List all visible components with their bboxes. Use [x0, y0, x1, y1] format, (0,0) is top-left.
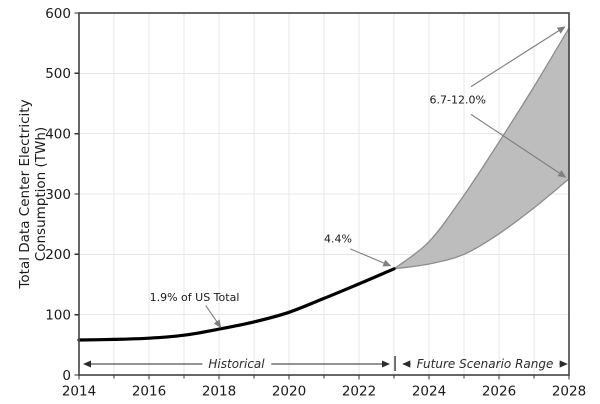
annotation-arrow [470, 26, 566, 88]
y-tick-label: 600 [45, 6, 71, 22]
future-span-label: Future Scenario Range [417, 357, 554, 371]
annotation-label-share-2023: 4.4% [324, 232, 352, 245]
annotation-share-2018: 1.9% of US Total [150, 291, 240, 329]
y-axis-label: Total Data Center Electricity [17, 99, 33, 289]
x-tick-label: 2014 [62, 384, 96, 400]
gridlines [79, 13, 569, 375]
y-tick-label: 0 [62, 368, 71, 384]
historical-span-label: Historical [208, 357, 265, 371]
y-tick-label: 200 [45, 247, 71, 263]
x-tick-label: 2028 [552, 384, 586, 400]
x-tick-label: 2024 [412, 384, 446, 400]
x-tick-label: 2020 [272, 384, 306, 400]
historical-consumption-line [77, 267, 396, 342]
annotation-arrow [470, 113, 567, 178]
annotation-label-share-2018: 1.9% of US Total [150, 291, 240, 304]
annotation-arrow [205, 305, 222, 329]
x-tick-label: 2018 [202, 384, 236, 400]
y-tick-label: 400 [45, 126, 71, 142]
annotation-share-2023: 4.4% [324, 232, 392, 267]
y-tick-label: 500 [45, 66, 71, 82]
x-tick-label: 2022 [342, 384, 376, 400]
annotation-label-share-2028: 6.7-12.0% [429, 94, 485, 107]
axis-tick-labels: 2014 2016 2018 2020 2022 2024 2026 2028 0 100 200 3… [45, 6, 586, 400]
annotation-share-2028: 6.7-12.0% [429, 26, 567, 178]
historical-span: Historical [83, 357, 391, 371]
future-span: Future Scenario Range [402, 357, 568, 371]
y-axis-label: Consumption (TWh) [33, 127, 49, 261]
x-tick-label: 2026 [482, 384, 516, 400]
y-tick-label: 300 [45, 187, 71, 203]
annotation-arrow [350, 248, 392, 267]
x-tick-label: 2016 [132, 384, 166, 400]
axis-ticks [74, 12, 570, 380]
y-tick-label: 100 [45, 307, 71, 323]
